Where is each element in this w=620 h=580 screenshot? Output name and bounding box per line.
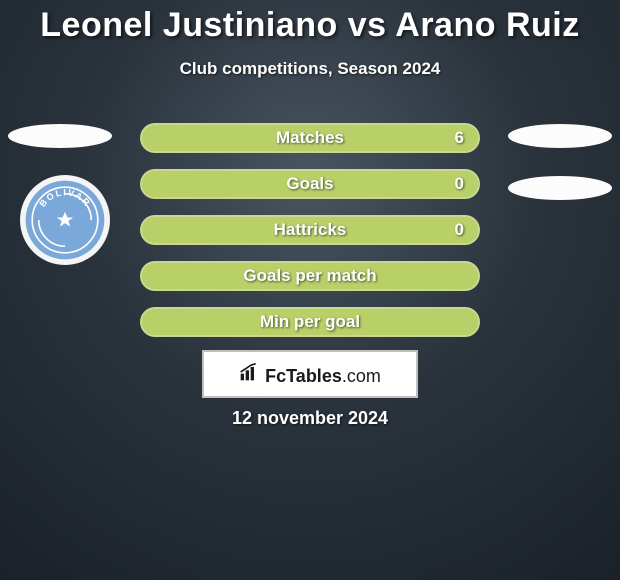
content-area: Leonel Justiniano vs Arano Ruiz Club com… — [0, 0, 620, 79]
bar-chart-icon — [239, 362, 259, 382]
stat-row-goals: Goals 0 — [140, 169, 480, 199]
stat-row-hattricks: Hattricks 0 — [140, 215, 480, 245]
brand-suffix: .com — [342, 366, 381, 386]
stat-label: Hattricks — [274, 220, 347, 240]
stat-row-goals-per-match: Goals per match — [140, 261, 480, 291]
brand-text: FcTables.com — [265, 366, 381, 387]
club-badge: BOLIVAR — [20, 175, 110, 265]
placeholder-ellipse-right-2 — [508, 176, 612, 200]
stats-list: Matches 6 Goals 0 Hattricks 0 Goals per … — [140, 123, 480, 353]
placeholder-ellipse-left — [8, 124, 112, 148]
club-badge-icon: BOLIVAR — [24, 179, 106, 261]
stat-label: Min per goal — [260, 312, 360, 332]
stat-value: 6 — [455, 128, 464, 148]
stat-row-min-per-goal: Min per goal — [140, 307, 480, 337]
date-label: 12 november 2024 — [0, 408, 620, 429]
placeholder-ellipse-right-1 — [508, 124, 612, 148]
stat-value: 0 — [455, 174, 464, 194]
stat-row-matches: Matches 6 — [140, 123, 480, 153]
stat-label: Goals per match — [243, 266, 376, 286]
brand-name: FcTables — [265, 366, 342, 386]
subtitle: Club competitions, Season 2024 — [0, 59, 620, 79]
stat-label: Matches — [276, 128, 344, 148]
brand: FcTables.com — [239, 362, 381, 387]
page-title: Leonel Justiniano vs Arano Ruiz — [0, 0, 620, 45]
brand-box[interactable]: FcTables.com — [202, 350, 418, 398]
stat-value: 0 — [455, 220, 464, 240]
stat-label: Goals — [286, 174, 333, 194]
